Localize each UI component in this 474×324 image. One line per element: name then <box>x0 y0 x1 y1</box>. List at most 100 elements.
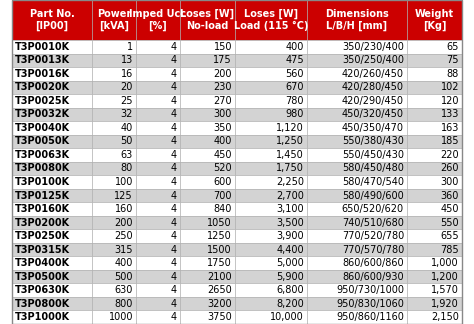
Bar <box>180 67 235 81</box>
Text: 770/570/780: 770/570/780 <box>342 245 404 255</box>
Text: Dimensions
L/B/H [mm]: Dimensions L/B/H [mm] <box>325 9 389 31</box>
Text: 450/320/450: 450/320/450 <box>342 110 404 119</box>
Text: 4: 4 <box>171 123 177 133</box>
Bar <box>407 256 462 270</box>
Text: 1000: 1000 <box>109 312 133 322</box>
Text: 450: 450 <box>213 150 232 160</box>
Bar <box>136 121 180 135</box>
Text: T3P0063K: T3P0063K <box>15 150 70 160</box>
Text: 4: 4 <box>171 218 177 227</box>
Bar <box>307 135 407 148</box>
Text: T3P0080K: T3P0080K <box>15 164 70 173</box>
Text: 200: 200 <box>213 69 232 79</box>
Text: 160: 160 <box>115 204 133 214</box>
Bar <box>407 229 462 243</box>
Text: 270: 270 <box>213 96 232 106</box>
Bar <box>307 229 407 243</box>
Text: 4: 4 <box>171 150 177 160</box>
Text: T3P0315K: T3P0315K <box>15 245 70 255</box>
Bar <box>235 270 307 284</box>
Text: 550: 550 <box>440 218 459 227</box>
Text: 163: 163 <box>441 123 459 133</box>
Text: 950/830/1060: 950/830/1060 <box>336 299 404 309</box>
Bar <box>180 229 235 243</box>
Text: 4: 4 <box>171 69 177 79</box>
Bar <box>407 53 462 67</box>
Text: 300: 300 <box>441 177 459 187</box>
Bar <box>92 81 136 94</box>
Bar <box>235 81 307 94</box>
Text: 25: 25 <box>120 96 133 106</box>
Text: 420/280/450: 420/280/450 <box>342 82 404 92</box>
Text: 4: 4 <box>171 42 177 52</box>
Text: 102: 102 <box>440 82 459 92</box>
Bar <box>136 256 180 270</box>
Bar <box>136 297 180 310</box>
Bar <box>92 0 136 40</box>
Bar <box>180 94 235 108</box>
Bar <box>235 121 307 135</box>
Text: 2,250: 2,250 <box>276 177 304 187</box>
Text: 10,000: 10,000 <box>270 312 304 322</box>
Text: 980: 980 <box>286 110 304 119</box>
Text: 4,400: 4,400 <box>276 245 304 255</box>
Text: 4: 4 <box>171 164 177 173</box>
Bar <box>180 162 235 175</box>
Bar <box>180 175 235 189</box>
Bar <box>136 229 180 243</box>
Bar <box>12 216 92 229</box>
Bar <box>235 256 307 270</box>
Text: 580/470/540: 580/470/540 <box>342 177 404 187</box>
Text: 4: 4 <box>171 82 177 92</box>
Bar <box>307 0 407 40</box>
Bar <box>235 297 307 310</box>
Bar <box>12 148 92 162</box>
Text: 400: 400 <box>286 42 304 52</box>
Text: 1,570: 1,570 <box>431 285 459 295</box>
Text: 20: 20 <box>120 82 133 92</box>
Text: 700: 700 <box>213 191 232 201</box>
Text: 670: 670 <box>285 82 304 92</box>
Text: T3P0050K: T3P0050K <box>15 136 70 146</box>
Text: 360: 360 <box>441 191 459 201</box>
Text: 800: 800 <box>115 299 133 309</box>
Bar <box>235 53 307 67</box>
Bar <box>12 189 92 202</box>
Bar <box>407 284 462 297</box>
Bar <box>180 81 235 94</box>
Bar <box>92 135 136 148</box>
Text: 420/260/450: 420/260/450 <box>342 69 404 79</box>
Text: 185: 185 <box>440 136 459 146</box>
Bar <box>180 148 235 162</box>
Bar <box>92 284 136 297</box>
Text: 4: 4 <box>171 258 177 268</box>
Text: 3,500: 3,500 <box>276 218 304 227</box>
Text: 4: 4 <box>171 177 177 187</box>
Bar <box>407 40 462 53</box>
Bar <box>407 135 462 148</box>
Text: 860/600/860: 860/600/860 <box>342 258 404 268</box>
Text: 770/520/780: 770/520/780 <box>342 231 404 241</box>
Text: T3P1000K: T3P1000K <box>15 312 70 322</box>
Bar <box>136 310 180 324</box>
Bar <box>136 202 180 216</box>
Text: 4: 4 <box>171 245 177 255</box>
Text: 860/600/930: 860/600/930 <box>342 272 404 282</box>
Text: 63: 63 <box>121 150 133 160</box>
Bar <box>136 189 180 202</box>
Bar <box>136 148 180 162</box>
Bar <box>180 40 235 53</box>
Bar <box>180 297 235 310</box>
Text: 1750: 1750 <box>207 258 232 268</box>
Text: 220: 220 <box>440 150 459 160</box>
Bar <box>307 297 407 310</box>
Bar <box>407 202 462 216</box>
Text: T3P0016K: T3P0016K <box>15 69 70 79</box>
Text: 4: 4 <box>171 285 177 295</box>
Bar <box>136 135 180 148</box>
Bar <box>92 243 136 256</box>
Text: T3P0020K: T3P0020K <box>15 82 70 92</box>
Text: 175: 175 <box>213 55 232 65</box>
Bar <box>92 53 136 67</box>
Text: T3P0125K: T3P0125K <box>15 191 70 201</box>
